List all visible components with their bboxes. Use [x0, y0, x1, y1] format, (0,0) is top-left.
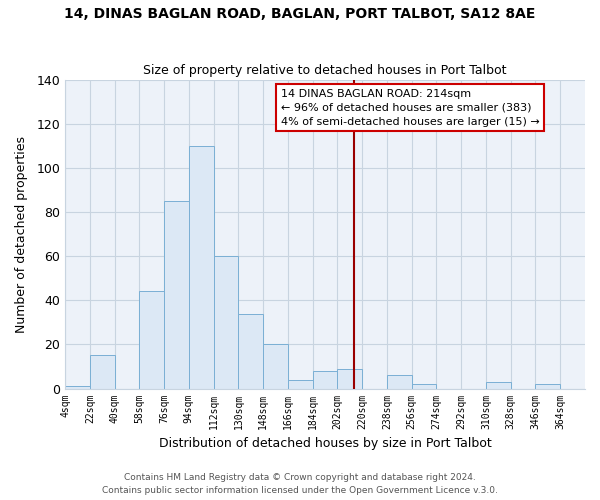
Bar: [214, 256, 238, 388]
Bar: [263, 344, 288, 389]
Bar: [486, 382, 511, 388]
Bar: [535, 384, 560, 388]
Bar: [387, 376, 412, 388]
Bar: [238, 314, 263, 388]
Y-axis label: Number of detached properties: Number of detached properties: [15, 136, 28, 332]
Text: 14 DINAS BAGLAN ROAD: 214sqm
← 96% of detached houses are smaller (383)
4% of se: 14 DINAS BAGLAN ROAD: 214sqm ← 96% of de…: [281, 89, 539, 127]
X-axis label: Distribution of detached houses by size in Port Talbot: Distribution of detached houses by size …: [158, 437, 491, 450]
Bar: [65, 386, 90, 388]
Bar: [164, 201, 189, 388]
Bar: [139, 292, 164, 388]
Text: 14, DINAS BAGLAN ROAD, BAGLAN, PORT TALBOT, SA12 8AE: 14, DINAS BAGLAN ROAD, BAGLAN, PORT TALB…: [64, 8, 536, 22]
Bar: [288, 380, 313, 388]
Title: Size of property relative to detached houses in Port Talbot: Size of property relative to detached ho…: [143, 64, 507, 77]
Bar: [90, 356, 115, 388]
Text: Contains HM Land Registry data © Crown copyright and database right 2024.
Contai: Contains HM Land Registry data © Crown c…: [102, 474, 498, 495]
Bar: [337, 368, 362, 388]
Bar: [412, 384, 436, 388]
Bar: [313, 371, 337, 388]
Bar: [189, 146, 214, 388]
